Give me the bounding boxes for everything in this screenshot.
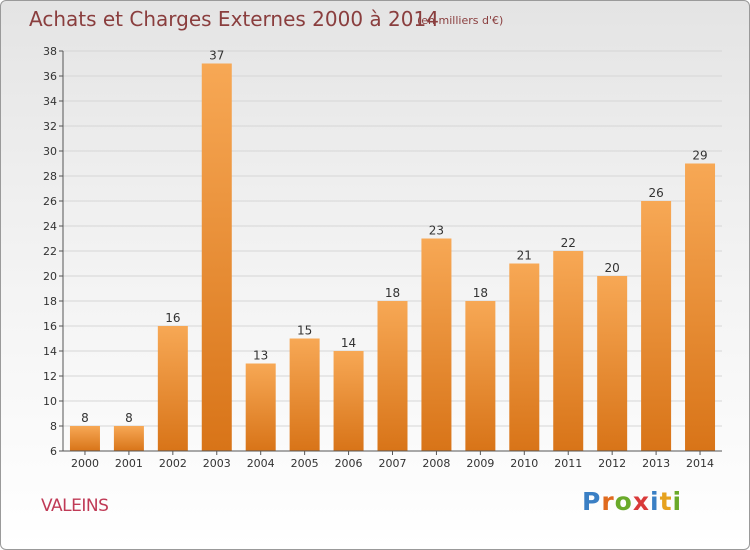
value-label-2007: 18 <box>385 286 400 300</box>
axes <box>59 50 722 455</box>
bar-2009 <box>465 301 496 451</box>
x-tick-label-2014: 2014 <box>686 457 714 470</box>
y-tick-label: 18 <box>43 295 57 308</box>
y-tick-label: 6 <box>50 445 57 458</box>
y-tick-label: 16 <box>43 320 57 333</box>
bar-2003 <box>201 63 232 451</box>
chart-title: Achats et Charges Externes 2000 à 2014 <box>29 7 439 31</box>
y-tick-label: 36 <box>43 70 57 83</box>
value-label-2012: 20 <box>605 261 620 275</box>
chart-subtitle: (en milliers d'€) <box>417 14 504 27</box>
x-tick-label-2000: 2000 <box>71 457 99 470</box>
value-label-2006: 14 <box>341 336 356 350</box>
logo-letter: o <box>614 487 633 516</box>
value-label-2011: 22 <box>561 236 576 250</box>
logo-letter: P <box>582 487 602 516</box>
bar-2004 <box>245 363 276 451</box>
logo-letter: x <box>632 487 650 516</box>
x-tick-label-2007: 2007 <box>379 457 407 470</box>
y-tick-label: 10 <box>43 395 57 408</box>
bar-2012 <box>597 276 628 451</box>
bar-2008 <box>421 238 452 451</box>
bar-2005 <box>289 338 320 451</box>
y-tick-label: 12 <box>43 370 57 383</box>
labels: 6 8 10 12 14 16 18 20 22 24 26 28 30 32 34 36 38 8 2000 8 20… <box>43 45 714 470</box>
value-label-2001: 8 <box>125 411 133 425</box>
y-tick-label: 32 <box>43 120 57 133</box>
value-label-2009: 18 <box>473 286 488 300</box>
bar-2002 <box>157 326 188 451</box>
x-tick-label-2002: 2002 <box>159 457 187 470</box>
x-tick-label-2004: 2004 <box>247 457 275 470</box>
bar-2006 <box>333 351 364 451</box>
bar-2000 <box>69 426 100 451</box>
y-tick-label: 8 <box>50 420 57 433</box>
bars <box>69 63 716 451</box>
value-label-2013: 26 <box>648 186 663 200</box>
bar-2013 <box>641 201 672 451</box>
value-label-2003: 37 <box>209 49 224 63</box>
value-label-2014: 29 <box>692 149 707 163</box>
logo-letter: i <box>672 487 683 516</box>
value-label-2002: 16 <box>165 311 180 325</box>
y-tick-label: 38 <box>43 45 57 58</box>
logo-letter: r <box>601 487 615 516</box>
bar-2001 <box>113 426 144 451</box>
bar-2007 <box>377 301 408 451</box>
x-tick-label-2006: 2006 <box>335 457 363 470</box>
value-label-2000: 8 <box>81 411 89 425</box>
value-label-2005: 15 <box>297 324 312 338</box>
value-label-2004: 13 <box>253 349 268 363</box>
bar-2014 <box>685 163 716 451</box>
y-tick-label: 20 <box>43 270 57 283</box>
x-tick-label-2008: 2008 <box>422 457 450 470</box>
x-tick-label-2009: 2009 <box>466 457 494 470</box>
value-label-2010: 21 <box>517 249 532 263</box>
x-tick-label-2012: 2012 <box>598 457 626 470</box>
proxiti-logo: Proxiti <box>582 487 682 516</box>
y-tick-label: 34 <box>43 95 57 108</box>
y-tick-label: 24 <box>43 220 57 233</box>
x-tick-label-2003: 2003 <box>203 457 231 470</box>
x-tick-label-2013: 2013 <box>642 457 670 470</box>
logo-letter: t <box>659 487 673 516</box>
y-tick-label: 26 <box>43 195 57 208</box>
commune-name: VALEINS <box>41 496 109 516</box>
x-tick-label-2011: 2011 <box>554 457 582 470</box>
bar-2010 <box>509 263 540 451</box>
y-tick-label: 14 <box>43 345 57 358</box>
x-tick-label-2005: 2005 <box>291 457 319 470</box>
y-tick-label: 22 <box>43 245 57 258</box>
logo-letter: i <box>650 487 660 516</box>
x-tick-label-2001: 2001 <box>115 457 143 470</box>
y-tick-label: 28 <box>43 170 57 183</box>
bar-2011 <box>553 251 584 451</box>
value-label-2008: 23 <box>429 224 444 238</box>
y-tick-label: 30 <box>43 145 57 158</box>
x-tick-label-2010: 2010 <box>510 457 538 470</box>
